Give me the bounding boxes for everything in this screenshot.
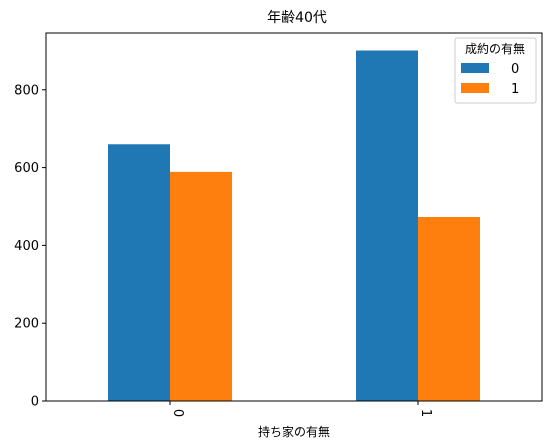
y-tick-label: 600 bbox=[14, 161, 39, 176]
legend-swatch-0 bbox=[461, 63, 489, 73]
legend-swatch-1 bbox=[461, 83, 489, 93]
x-tick-label: 0 bbox=[170, 409, 185, 417]
legend-label-1: 1 bbox=[511, 82, 519, 97]
x-axis-label: 持ち家の有無 bbox=[258, 424, 330, 439]
bar-1-series-0 bbox=[356, 50, 418, 402]
plot-area: 0 200 400 600 800 0 1 bbox=[14, 50, 480, 417]
bar-1-series-1 bbox=[418, 217, 480, 401]
bar-0-series-0 bbox=[108, 144, 170, 402]
y-tick-label: 0 bbox=[31, 395, 39, 410]
bar-0-series-1 bbox=[170, 171, 232, 401]
y-tick-label: 200 bbox=[14, 317, 39, 332]
legend-title: 成約の有無 bbox=[465, 41, 525, 56]
axes-frame bbox=[45, 32, 543, 402]
x-tick-label: 1 bbox=[418, 409, 433, 417]
y-tick-label: 400 bbox=[14, 239, 39, 254]
legend-label-0: 0 bbox=[511, 62, 519, 77]
y-tick-label: 800 bbox=[14, 83, 39, 98]
legend: 成約の有無 0 1 bbox=[454, 37, 537, 104]
chart-title: 年齢40代 bbox=[267, 10, 327, 26]
